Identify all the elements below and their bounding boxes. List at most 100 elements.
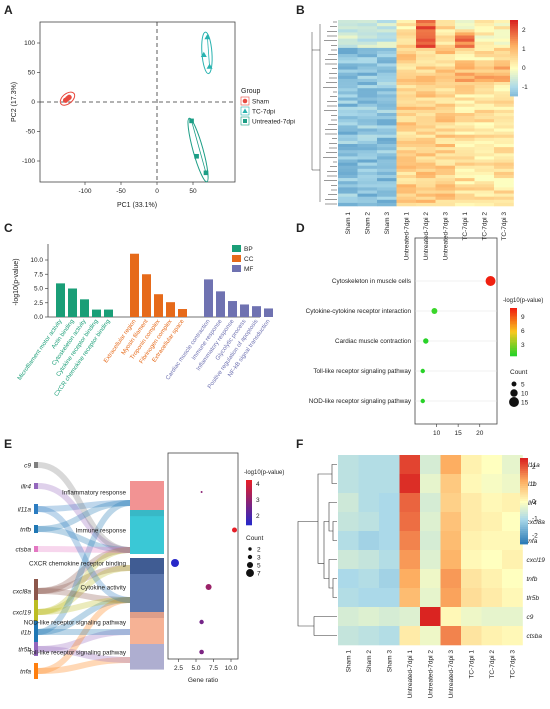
kegg-plot-area bbox=[414, 237, 498, 425]
heatmap-b-cell bbox=[474, 113, 495, 117]
heatmap-f-cell bbox=[358, 474, 380, 494]
heatmap-b-cell bbox=[338, 190, 358, 194]
heatmap-b-cell bbox=[435, 128, 456, 132]
heatmap-b-cell bbox=[474, 41, 495, 46]
heatmap-b-cell bbox=[455, 78, 475, 83]
sankey-flow bbox=[37, 546, 131, 553]
heatmap-f-cell bbox=[461, 455, 482, 475]
heatmap-f-colorbar-segment bbox=[520, 464, 528, 467]
heatmap-b-cell bbox=[357, 20, 378, 24]
heatmap-b-cell bbox=[338, 131, 358, 135]
sankey-pathway-label: NOD-like receptor signaling pathway bbox=[24, 619, 127, 626]
sankey-flow bbox=[37, 526, 131, 553]
heatmap-b-cell bbox=[357, 32, 378, 36]
heatmap-b-cell bbox=[357, 190, 378, 194]
bubble-colorbar-segment bbox=[246, 498, 252, 500]
heatmap-b-cell bbox=[435, 171, 456, 176]
heatmap-f-column-label: TC-7dpi 3 bbox=[509, 650, 516, 679]
bubble-colorbar-segment bbox=[246, 522, 252, 524]
heatmap-b-cell bbox=[494, 66, 514, 70]
heatmap-b-cell bbox=[357, 140, 378, 145]
kegg-size-symbol bbox=[509, 397, 519, 407]
heatmap-b-cell bbox=[416, 178, 436, 182]
heatmap-b-cell bbox=[377, 140, 397, 145]
heatmap-b-colorbar-segment bbox=[510, 73, 518, 76]
kegg-color-tick: 9 bbox=[521, 314, 525, 321]
heatmap-f-colorbar-segment bbox=[520, 541, 528, 545]
heatmap-f-cell bbox=[358, 455, 380, 475]
heatmap-b-column-label: Sham 3 bbox=[384, 212, 391, 235]
heatmap-b-cell bbox=[338, 100, 358, 104]
bubble-colorbar-segment bbox=[246, 517, 252, 520]
pca-y-tick-label: -50 bbox=[26, 129, 36, 136]
heatmap-b-cell bbox=[474, 26, 495, 30]
kegg-pathway-label: Cytokine-cytokine receptor interaction bbox=[306, 308, 412, 315]
sankey-flow bbox=[37, 506, 131, 603]
bubble-colorbar-segment bbox=[246, 505, 252, 508]
heatmap-f-cell bbox=[502, 588, 523, 608]
heatmap-b-cell bbox=[455, 150, 475, 154]
heatmap-b-cell bbox=[357, 199, 378, 204]
heatmap-b-cell bbox=[416, 51, 436, 55]
heatmap-b-cell bbox=[338, 168, 358, 173]
bubble-x-ticks: 2.5 5.0 7.5 10.0 bbox=[174, 659, 238, 672]
heatmap-b-colorbar-segment bbox=[510, 27, 518, 30]
heatmap-b-cell bbox=[396, 144, 417, 148]
sankey-flow bbox=[37, 547, 131, 594]
heatmap-f-colorbar-segment bbox=[520, 492, 528, 495]
heatmap-f-cell bbox=[440, 569, 462, 589]
heatmap-b-colorbar-segment bbox=[510, 40, 518, 44]
bubble-point bbox=[232, 527, 237, 533]
heatmap-b-cell bbox=[357, 137, 378, 142]
go-bar bbox=[104, 309, 113, 317]
heatmap-b-cell bbox=[494, 153, 514, 157]
heatmap-b-cell bbox=[377, 97, 397, 101]
heatmap-b-cell bbox=[455, 57, 475, 61]
heatmap-f-cell bbox=[481, 550, 503, 570]
heatmap-b-cell bbox=[357, 44, 378, 49]
heatmap-b-cell bbox=[396, 147, 417, 151]
sankey-gene-node bbox=[34, 483, 38, 489]
heatmap-b-cell bbox=[396, 134, 417, 139]
heatmap-f-cell bbox=[358, 512, 380, 532]
heatmap-b-cell bbox=[338, 202, 358, 207]
heatmap-b-cell bbox=[435, 175, 456, 179]
heatmap-b-cell bbox=[377, 156, 397, 160]
heatmap-b-cell bbox=[377, 134, 397, 139]
heatmap-b-cell bbox=[474, 69, 495, 73]
heatmap-f-cell bbox=[502, 474, 523, 494]
heatmap-b-cell bbox=[474, 140, 495, 145]
bubble-colorbar-segment bbox=[246, 492, 252, 494]
heatmap-b-cell bbox=[474, 159, 495, 163]
heatmap-b-cell bbox=[357, 72, 378, 77]
heatmap-b-cell bbox=[377, 113, 397, 117]
heatmap-b-cell bbox=[416, 54, 436, 58]
pca-legend-key-0 bbox=[240, 96, 250, 106]
heatmap-b-cell bbox=[455, 103, 475, 108]
sankey-pathway-node bbox=[130, 558, 164, 574]
heatmap-b-cell bbox=[377, 88, 397, 92]
heatmap-b-cell bbox=[416, 162, 436, 166]
heatmap-b-cell bbox=[494, 190, 514, 194]
heatmap-b-cell bbox=[377, 165, 397, 170]
heatmap-b-cell bbox=[377, 29, 397, 33]
heatmap-b-colorbar-segment bbox=[510, 92, 518, 95]
heatmap-b-cell bbox=[455, 193, 475, 197]
heatmap-b-colorbar-segment bbox=[510, 33, 518, 36]
heatmap-b-cell bbox=[416, 66, 436, 70]
heatmap-b-cell bbox=[455, 190, 475, 194]
bubble-colorbar-segment bbox=[246, 504, 252, 506]
heatmap-b-cell bbox=[416, 153, 436, 157]
heatmap-b-column-label: Untreated-7dpi 2 bbox=[423, 212, 430, 261]
kegg-point bbox=[423, 338, 429, 344]
heatmap-b-cell bbox=[396, 75, 417, 80]
heatmap-b-cell bbox=[416, 29, 436, 33]
heatmap-b-cell bbox=[338, 23, 358, 27]
sankey-flow bbox=[37, 588, 131, 603]
heatmap-b-colorbar-segment bbox=[510, 39, 518, 42]
pca-legend-label: Sham bbox=[252, 98, 269, 105]
heatmap-b-cell bbox=[435, 23, 456, 27]
heatmap-f-cell bbox=[338, 512, 359, 532]
sankey-pathway-node bbox=[130, 644, 164, 670]
heatmap-b-cell bbox=[377, 32, 397, 36]
